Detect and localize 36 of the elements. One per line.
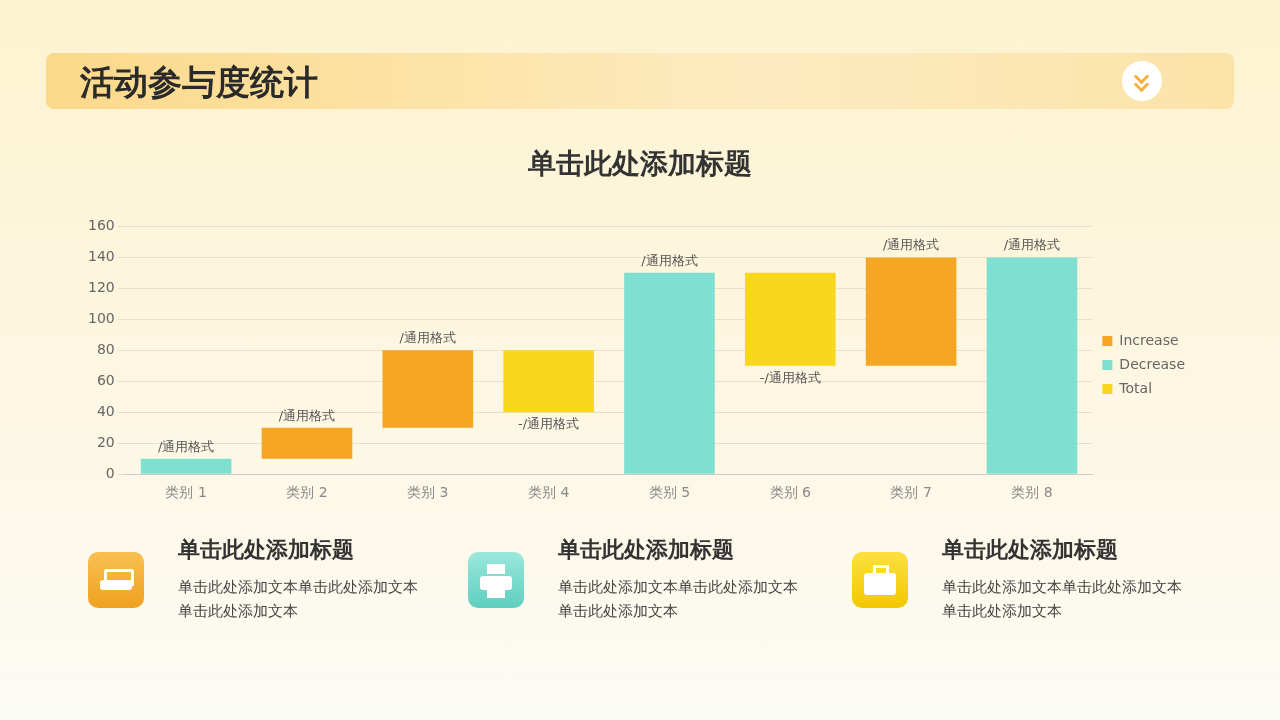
x-tick-label: 类别 7: [890, 484, 932, 501]
text: 单击此处添加文本单击此处添加文本单击此处添加文本: [178, 577, 418, 622]
text: 单击此处添加标题: [942, 536, 1119, 564]
x-tick-label: 类别 8: [1011, 484, 1053, 501]
x-tick-label: 类别 6: [769, 484, 812, 501]
data-label: -/通用格式: [759, 369, 821, 385]
y-tick-label: 40: [96, 402, 115, 419]
y-tick-label: 80: [96, 340, 115, 357]
x-tick-label: 类别 5: [648, 484, 691, 501]
legend-label: Increase: [1119, 331, 1179, 348]
text: 单击此处添加标题: [558, 536, 735, 564]
y-tick-label: 160: [87, 217, 115, 234]
y-tick-label: 100: [87, 309, 115, 326]
x-tick-label: 类别 1: [165, 484, 207, 501]
y-tick-label: 60: [96, 371, 115, 388]
text: 单击此处添加文本单击此处添加文本单击此处添加文本: [942, 577, 1182, 622]
data-label: /通用格式: [157, 438, 215, 454]
chart-subtitle: 单击此处添加标题: [527, 146, 753, 182]
y-tick-label: 140: [87, 248, 115, 265]
chart-title: 活动参与度统计: [80, 61, 318, 104]
data-label: /通用格式: [399, 330, 456, 346]
data-label: /通用格式: [641, 252, 698, 268]
y-tick-label: 120: [87, 278, 115, 295]
text: 单击此处添加标题: [178, 536, 355, 564]
x-tick-label: 类别 2: [286, 484, 328, 501]
y-tick-label: 20: [96, 433, 115, 450]
data-label: -/通用格式: [518, 416, 580, 432]
x-tick-label: 类别 4: [527, 484, 570, 501]
data-label: /通用格式: [278, 407, 336, 423]
x-tick-label: 类别 3: [407, 484, 449, 501]
legend-label: Total: [1118, 379, 1153, 396]
data-label: /通用格式: [1003, 237, 1061, 253]
text: 单击此处添加文本单击此处添加文本单击此处添加文本: [558, 577, 798, 622]
data-label: /通用格式: [882, 237, 940, 253]
legend-label: Decrease: [1119, 355, 1185, 372]
y-tick-label: 0: [105, 464, 115, 481]
